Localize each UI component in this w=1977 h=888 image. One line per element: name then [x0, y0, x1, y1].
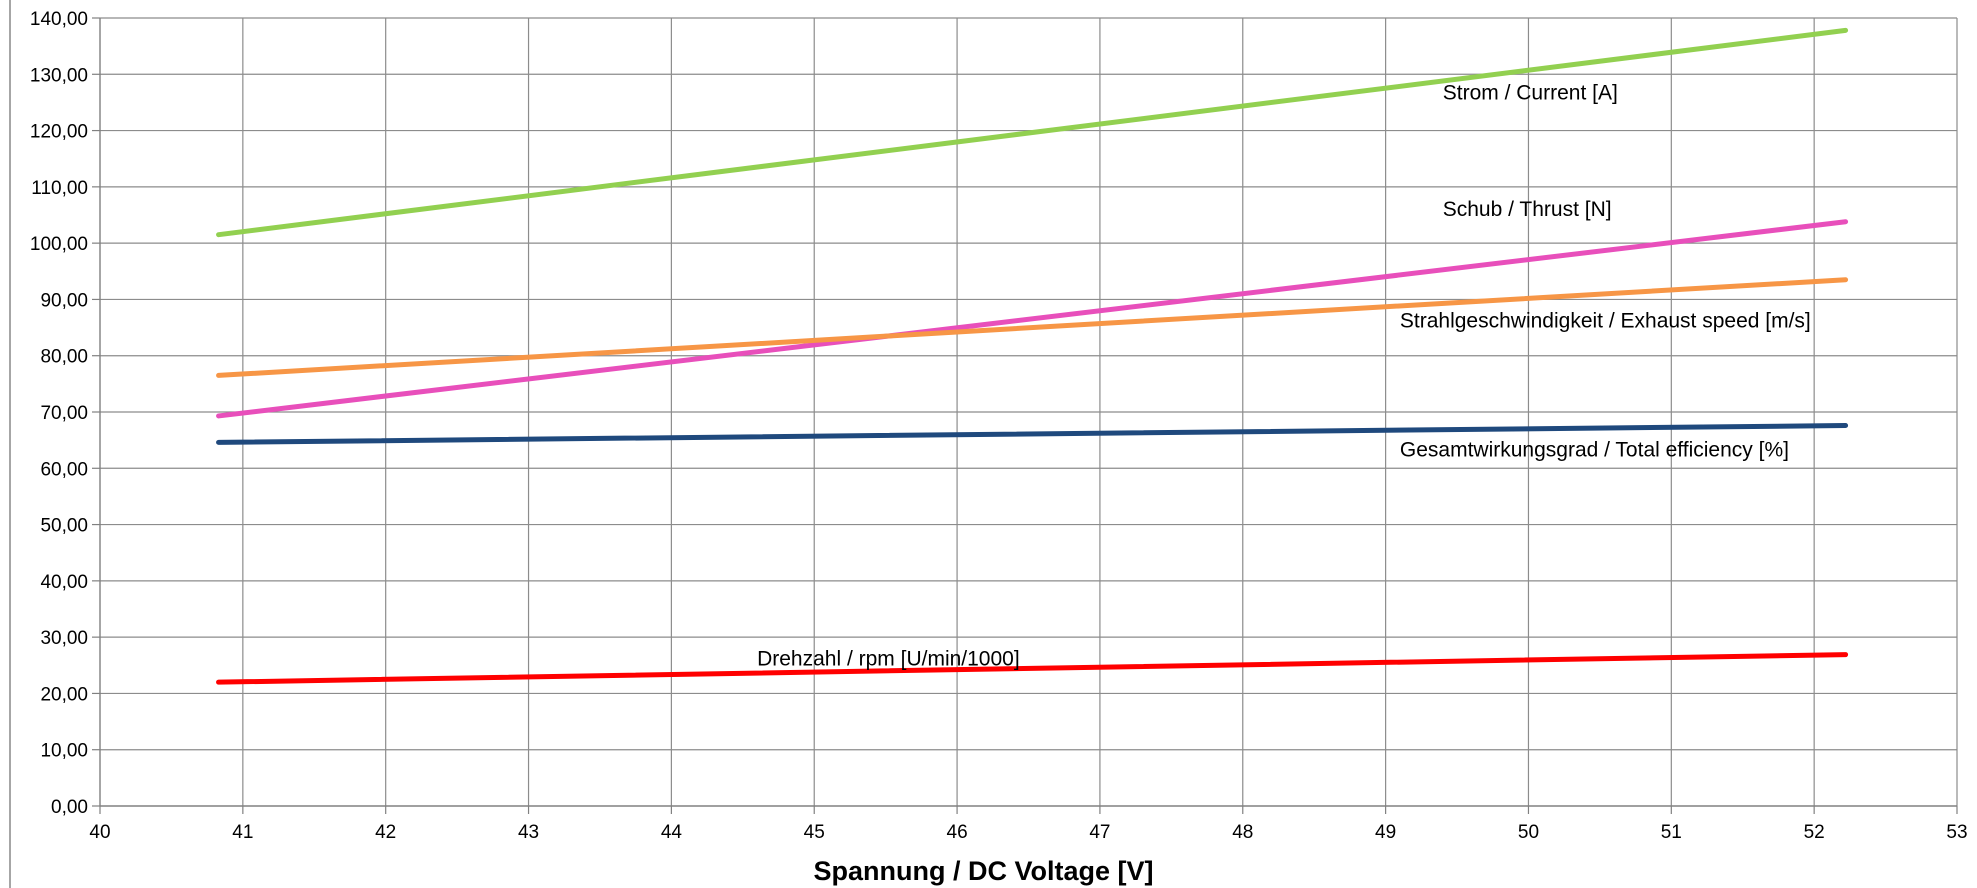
- x-tick-label: 44: [661, 822, 683, 843]
- y-tick-label: 60,00: [40, 459, 88, 480]
- x-tick-label: 48: [1232, 822, 1253, 843]
- x-tick-label: 40: [89, 822, 110, 843]
- x-tick-label: 49: [1375, 822, 1396, 843]
- series-label-4: Gesamtwirkungsgrad / Total efficiency [%…: [1400, 438, 1789, 461]
- series-label-3: Strahlgeschwindigkeit / Exhaust speed [m…: [1400, 310, 1811, 333]
- x-tick-label: 47: [1089, 822, 1110, 843]
- series-label-1: Strom / Current [A]: [1443, 82, 1618, 105]
- x-tick-label: 42: [375, 822, 396, 843]
- axes: 0,00 10,00 20,00 30,00 40,00 50,00 60,00 70,00 8…: [9, 0, 1968, 888]
- series-line-2: [216, 219, 1849, 419]
- y-tick-label: 40,00: [40, 572, 88, 593]
- series-line-3: [216, 277, 1849, 378]
- y-tick-label: 80,00: [40, 347, 88, 368]
- y-tick-label: 100,00: [30, 234, 88, 255]
- x-axis-title: Spannung / DC Voltage [V]: [814, 856, 1154, 886]
- series-line-4: [216, 423, 1849, 445]
- x-tick-label: 45: [804, 822, 825, 843]
- y-tick-label: 50,00: [40, 516, 88, 537]
- x-tick-label: 46: [947, 822, 968, 843]
- y-tick-label: 90,00: [40, 290, 88, 311]
- series-line-1: [216, 27, 1849, 238]
- x-tick-label: 52: [1804, 822, 1825, 843]
- x-tick-label: 50: [1518, 822, 1539, 843]
- series-line-5: [216, 652, 1849, 685]
- series-label-5: Drehzahl / rpm [U/min/1000]: [757, 647, 1020, 670]
- series-lines: [216, 27, 1849, 685]
- x-tick-label: 51: [1661, 822, 1682, 843]
- y-tick-label: 20,00: [40, 684, 88, 705]
- y-tick-label: 130,00: [30, 65, 88, 86]
- y-tick-label: 110,00: [31, 178, 88, 199]
- x-tick-label: 43: [518, 822, 539, 843]
- y-tick-label: 70,00: [40, 403, 88, 424]
- y-tick-label: 10,00: [40, 741, 88, 762]
- series-annotations: Strom / Current [A] Schub / Thrust [N] Str…: [757, 82, 1811, 671]
- x-tick-label: 41: [232, 822, 253, 843]
- y-tick-label: 140,00: [30, 9, 88, 30]
- y-tick-label: 0,00: [51, 797, 88, 818]
- x-tick-label: 53: [1946, 822, 1967, 843]
- y-tick-label: 30,00: [40, 628, 88, 649]
- y-tick-label: 120,00: [30, 122, 88, 143]
- series-label-2: Schub / Thrust [N]: [1443, 198, 1612, 221]
